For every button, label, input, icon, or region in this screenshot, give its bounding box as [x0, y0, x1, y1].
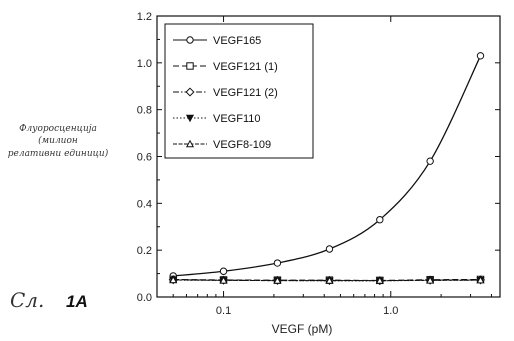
y-tick-label-6: 1.2	[137, 11, 152, 23]
data-point-0-1	[219, 267, 228, 275]
legend-marker-1	[186, 62, 194, 70]
data-point-4-1	[219, 276, 228, 284]
legend-label-3: VEGF110	[213, 113, 261, 125]
x-axis-label: VEGF (pM)	[272, 322, 333, 336]
legend-label-4: VEGF8-109	[213, 139, 271, 151]
data-point-0-6	[476, 52, 485, 60]
figure-caption: Сл. 1A	[10, 288, 88, 312]
data-point-4-6	[476, 275, 485, 284]
series-4	[169, 275, 485, 284]
data-point-0-5	[426, 157, 434, 165]
y-axis-label-line-1: Флуоросценција	[19, 124, 97, 134]
y-tick-label-4: 0.8	[137, 105, 152, 117]
legend-label-2: VEGF121 (2)	[213, 87, 278, 99]
legend-label-0: VEGF165	[213, 35, 261, 47]
series-layer	[168, 52, 485, 286]
data-point-4-5	[426, 276, 435, 284]
y-axis-label-line-2: (милион	[38, 135, 78, 146]
y-tick-label-5: 1.0	[137, 58, 152, 70]
axis-ticks: 0.0 0.2 0.4 0.6 0.8 1.0 1.2 0.1 1.0	[137, 11, 500, 317]
y-tick-label-2: 0.4	[137, 198, 152, 210]
figure-caption-prefix: Сл.	[10, 288, 44, 312]
data-point-4-2	[273, 276, 282, 284]
legend-label-1: VEGF121 (1)	[213, 61, 278, 73]
y-axis-label-line-3: релативни единици)	[8, 148, 109, 159]
y-axis-label: Флуоросценција (милион релативни единици…	[8, 124, 109, 159]
data-point-0-2	[273, 259, 282, 267]
x-tick-label-1: 1.0	[383, 305, 398, 317]
data-point-4-4	[375, 276, 384, 284]
legend: VEGF165 VEGF121 (1) VEGF121 (2) VEGF110 VEGF…	[164, 23, 314, 159]
data-point-0-4	[376, 216, 384, 224]
legend-marker-4	[185, 139, 195, 148]
x-tick-label-0: 0.1	[216, 305, 231, 317]
data-point-4-0	[169, 275, 178, 284]
y-tick-label-3: 0.6	[137, 152, 152, 164]
y-tick-label-0: 0.0	[137, 292, 152, 304]
legend-marker-0	[186, 36, 194, 44]
figure-caption-number: 1A	[66, 292, 88, 311]
legend-marker-2	[185, 87, 195, 97]
data-point-0-3	[325, 245, 334, 253]
y-tick-label-1: 0.2	[137, 245, 152, 257]
legend-marker-3	[185, 114, 195, 123]
data-point-4-3	[325, 276, 334, 284]
